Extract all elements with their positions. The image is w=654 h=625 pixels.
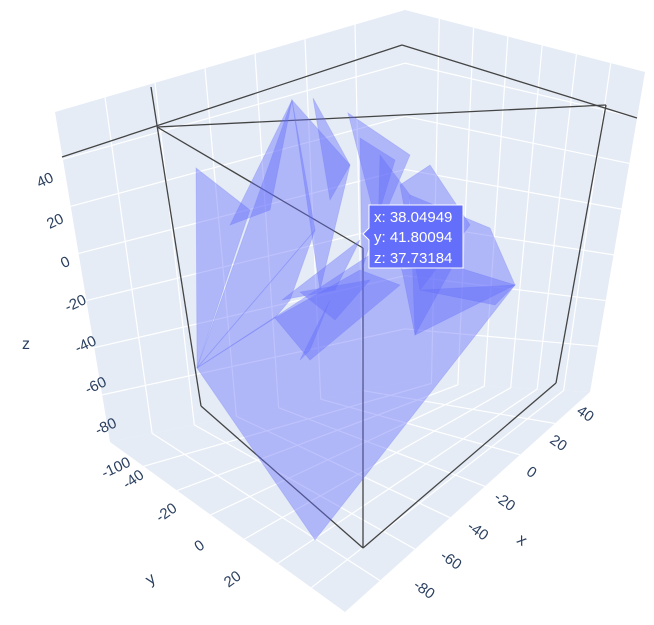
grid-line [94,275,406,349]
z-tick-label: 0 [58,253,73,272]
grid-line [193,424,416,550]
mesh-face[interactable] [274,269,401,361]
grid-line [176,384,459,492]
y-tick-label: -20 [153,500,181,526]
mesh-face[interactable] [196,244,516,541]
mesh-face[interactable] [196,98,316,369]
mesh-face[interactable] [291,98,351,291]
grid-line [404,168,622,210]
grid-line [204,68,238,417]
grid-line [404,62,638,119]
grid-line [243,387,512,540]
x-tick-label: -80 [410,576,438,602]
grid-line [143,382,432,467]
y-tick-label: 0 [191,537,208,556]
x-tick-label: 0 [523,463,540,482]
wall-gridlines [62,18,638,589]
hover-z-value: z: 37.73184 [374,250,452,267]
mesh-face[interactable] [196,229,316,369]
hover-tooltip: x: 38.04949 y: 41.80094 z: 37.73184 [362,204,464,269]
z-tick-label: -20 [62,291,89,316]
grid-line [154,82,195,425]
bounding-box [61,44,638,549]
grid-line [277,388,538,564]
box-edge-bottom-right [362,382,557,549]
mesh-face[interactable] [299,299,331,361]
z-tick-label: 40 [34,169,56,191]
grid-line [404,275,606,302]
grid-line [430,18,440,384]
mesh-face[interactable] [419,284,517,306]
mesh-face[interactable] [229,99,293,226]
grid-line [483,36,509,387]
grid-line [362,389,556,425]
grid-line [151,432,381,582]
z-axis-title: z [22,336,30,353]
mesh-face[interactable] [312,97,351,202]
hover-y-value: y: 41.80094 [374,229,452,246]
mesh-face[interactable] [281,239,361,301]
hover-tooltip-box [362,204,464,269]
grid-line [104,97,153,434]
y-tick-label: 20 [221,568,244,591]
mesh-face[interactable] [195,167,251,369]
box-edge-right-vertical [555,104,607,384]
grid-line [102,328,406,396]
grid-line [457,27,475,385]
grid-line [254,53,280,408]
grid-line [404,328,598,347]
z-tick-label: 20 [44,210,66,232]
grid-line [536,54,578,390]
mesh-face[interactable] [347,112,411,232]
grid-line [78,168,406,255]
grid-line [320,398,521,456]
floor-pane [110,382,590,612]
grid-line [62,62,406,160]
x-tick-label: -40 [464,518,492,544]
x-tick-label: 20 [547,431,570,454]
grid-line [236,415,451,519]
x-tick-label: 40 [573,402,596,425]
grid-line [510,45,543,388]
box-edge-bottom-left [200,405,364,549]
grid-line [311,390,564,589]
grid-line [404,115,630,165]
grid-line [210,385,485,516]
box-edge-top-left [61,44,403,158]
grid-line [562,63,612,391]
grid-line [86,221,406,302]
box-edge-diagonal [156,126,364,249]
x-tick-label: -60 [437,547,465,573]
grid-line [354,24,364,391]
box-edge-front-top [156,104,607,128]
x-tick-label: -20 [491,489,519,515]
grid-line [70,115,406,207]
box-edge-back-vertical [150,86,202,407]
y-axis-title: y [142,570,158,589]
mesh-face[interactable] [299,279,372,321]
hover-x-value: x: 38.04949 [374,209,452,226]
x-axis-title: x [514,531,530,550]
